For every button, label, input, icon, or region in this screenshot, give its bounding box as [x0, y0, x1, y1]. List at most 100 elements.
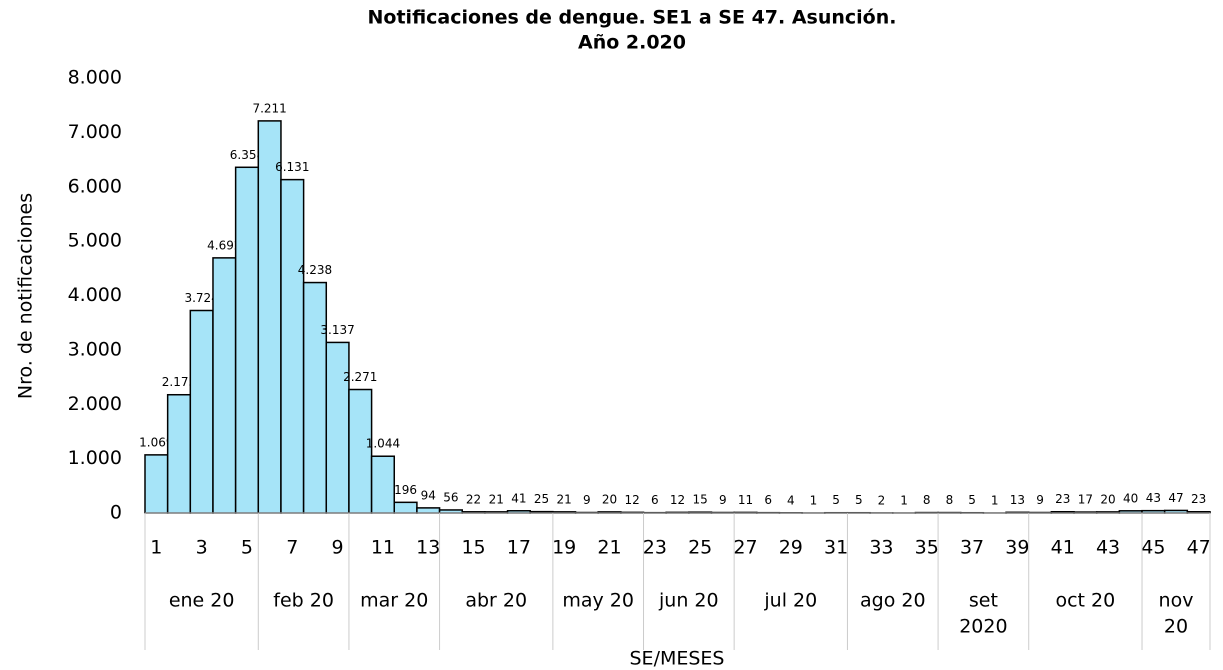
- value-label: 9: [1036, 493, 1044, 507]
- value-label: 196: [394, 483, 417, 497]
- y-tick-label: 8.000: [68, 67, 122, 89]
- x-tick-label: 21: [597, 537, 621, 559]
- month-label: ene 20: [169, 590, 235, 612]
- bar: [166, 393, 192, 514]
- month-label: jul 20: [763, 590, 817, 612]
- month-label: mar 20: [360, 590, 428, 612]
- value-label: 15: [693, 493, 708, 507]
- x-tick-label: 11: [371, 537, 395, 559]
- value-label: 4.238: [298, 263, 332, 277]
- x-tick-label: 17: [507, 537, 531, 559]
- value-label: 2.175: [162, 375, 196, 389]
- value-label: 9: [719, 493, 727, 507]
- y-tick-label: 1.000: [68, 447, 122, 469]
- value-label: 41: [511, 491, 526, 505]
- value-label: 17: [1078, 493, 1093, 507]
- x-tick-label: 39: [1005, 537, 1029, 559]
- month-label: 2020: [959, 616, 1007, 638]
- value-label: 1.044: [366, 437, 400, 451]
- bar: [348, 388, 373, 514]
- x-tick-label: 23: [643, 537, 667, 559]
- month-label: may 20: [562, 590, 634, 612]
- month-label: ago 20: [860, 590, 926, 612]
- bar: [189, 309, 214, 514]
- value-label: 6: [651, 493, 659, 507]
- value-label: 6: [764, 493, 772, 507]
- bar: [212, 257, 237, 514]
- value-label: 43: [1146, 491, 1161, 505]
- bar: [325, 341, 350, 514]
- x-tick-label: 5: [241, 537, 253, 559]
- value-label: 25: [534, 492, 549, 506]
- x-tick-label: 45: [1141, 537, 1165, 559]
- x-tick-label: 31: [824, 537, 848, 559]
- value-label: 12: [670, 493, 685, 507]
- value-label: 56: [443, 490, 458, 504]
- value-label: 22: [466, 492, 481, 506]
- bar: [234, 166, 260, 514]
- value-label: 8: [946, 493, 954, 507]
- value-label: 2.271: [343, 370, 377, 384]
- value-label: 47: [1168, 491, 1183, 505]
- x-tick-label: 37: [960, 537, 984, 559]
- x-tick-label: 47: [1187, 537, 1211, 559]
- x-axis-label: SE/MESES: [630, 648, 725, 670]
- value-label: 94: [421, 488, 436, 502]
- chart-title: Notificaciones de dengue. SE1 a SE 47. A…: [368, 7, 897, 29]
- value-label: 20: [1100, 492, 1115, 506]
- value-label: 4: [787, 493, 795, 507]
- x-tick-label: 27: [733, 537, 757, 559]
- x-tick-label: 33: [869, 537, 893, 559]
- y-axis-label: Nro. de notificaciones: [15, 193, 37, 399]
- bar: [393, 501, 418, 514]
- value-label: 1: [991, 493, 999, 507]
- value-label: 1: [810, 493, 818, 507]
- value-label: 21: [489, 492, 504, 506]
- x-tick-label: 25: [688, 537, 712, 559]
- value-label: 23: [1055, 492, 1070, 506]
- x-tick-label: 9: [332, 537, 344, 559]
- y-tick-label: 2.000: [68, 393, 122, 415]
- x-tick-label: 35: [915, 537, 939, 559]
- bar: [416, 507, 441, 514]
- bar: [257, 120, 282, 514]
- x-tick-label: 29: [779, 537, 803, 559]
- bar: [370, 455, 396, 514]
- value-label: 6.358: [230, 148, 264, 162]
- value-label: 40: [1123, 491, 1138, 505]
- x-tick-label: 7: [286, 537, 298, 559]
- value-label: 13: [1010, 493, 1025, 507]
- y-tick-label: 6.000: [68, 175, 122, 197]
- month-label: jun 20: [658, 590, 719, 612]
- x-tick-label: 13: [416, 537, 440, 559]
- bar: [280, 178, 305, 514]
- value-label: 1.069: [139, 435, 173, 449]
- value-label: 6.131: [275, 160, 309, 174]
- bar: [144, 454, 169, 514]
- value-label: 4.692: [207, 238, 241, 252]
- x-tick-label: 43: [1096, 537, 1120, 559]
- month-label: 20: [1164, 616, 1188, 638]
- x-tick-label: 15: [461, 537, 485, 559]
- bar: [302, 281, 328, 514]
- y-tick-label: 5.000: [68, 230, 122, 252]
- value-label: 5: [855, 493, 863, 507]
- month-label: set: [969, 590, 998, 612]
- value-label: 7.211: [252, 101, 286, 115]
- y-tick-label: 4.000: [68, 284, 122, 306]
- x-tick-label: 1: [150, 537, 162, 559]
- value-label: 1: [900, 493, 908, 507]
- x-tick-label: 19: [552, 537, 576, 559]
- value-label: 11: [738, 493, 753, 507]
- value-label: 3.724: [184, 291, 218, 305]
- x-tick-label: 41: [1051, 537, 1075, 559]
- value-label: 9: [583, 493, 591, 507]
- month-label: feb 20: [273, 590, 334, 612]
- value-label: 21: [557, 492, 572, 506]
- value-label: 20: [602, 492, 617, 506]
- value-label: 5: [968, 493, 976, 507]
- y-tick-label: 7.000: [68, 121, 122, 143]
- value-label: 3.137: [320, 323, 354, 337]
- value-label: 8: [923, 493, 931, 507]
